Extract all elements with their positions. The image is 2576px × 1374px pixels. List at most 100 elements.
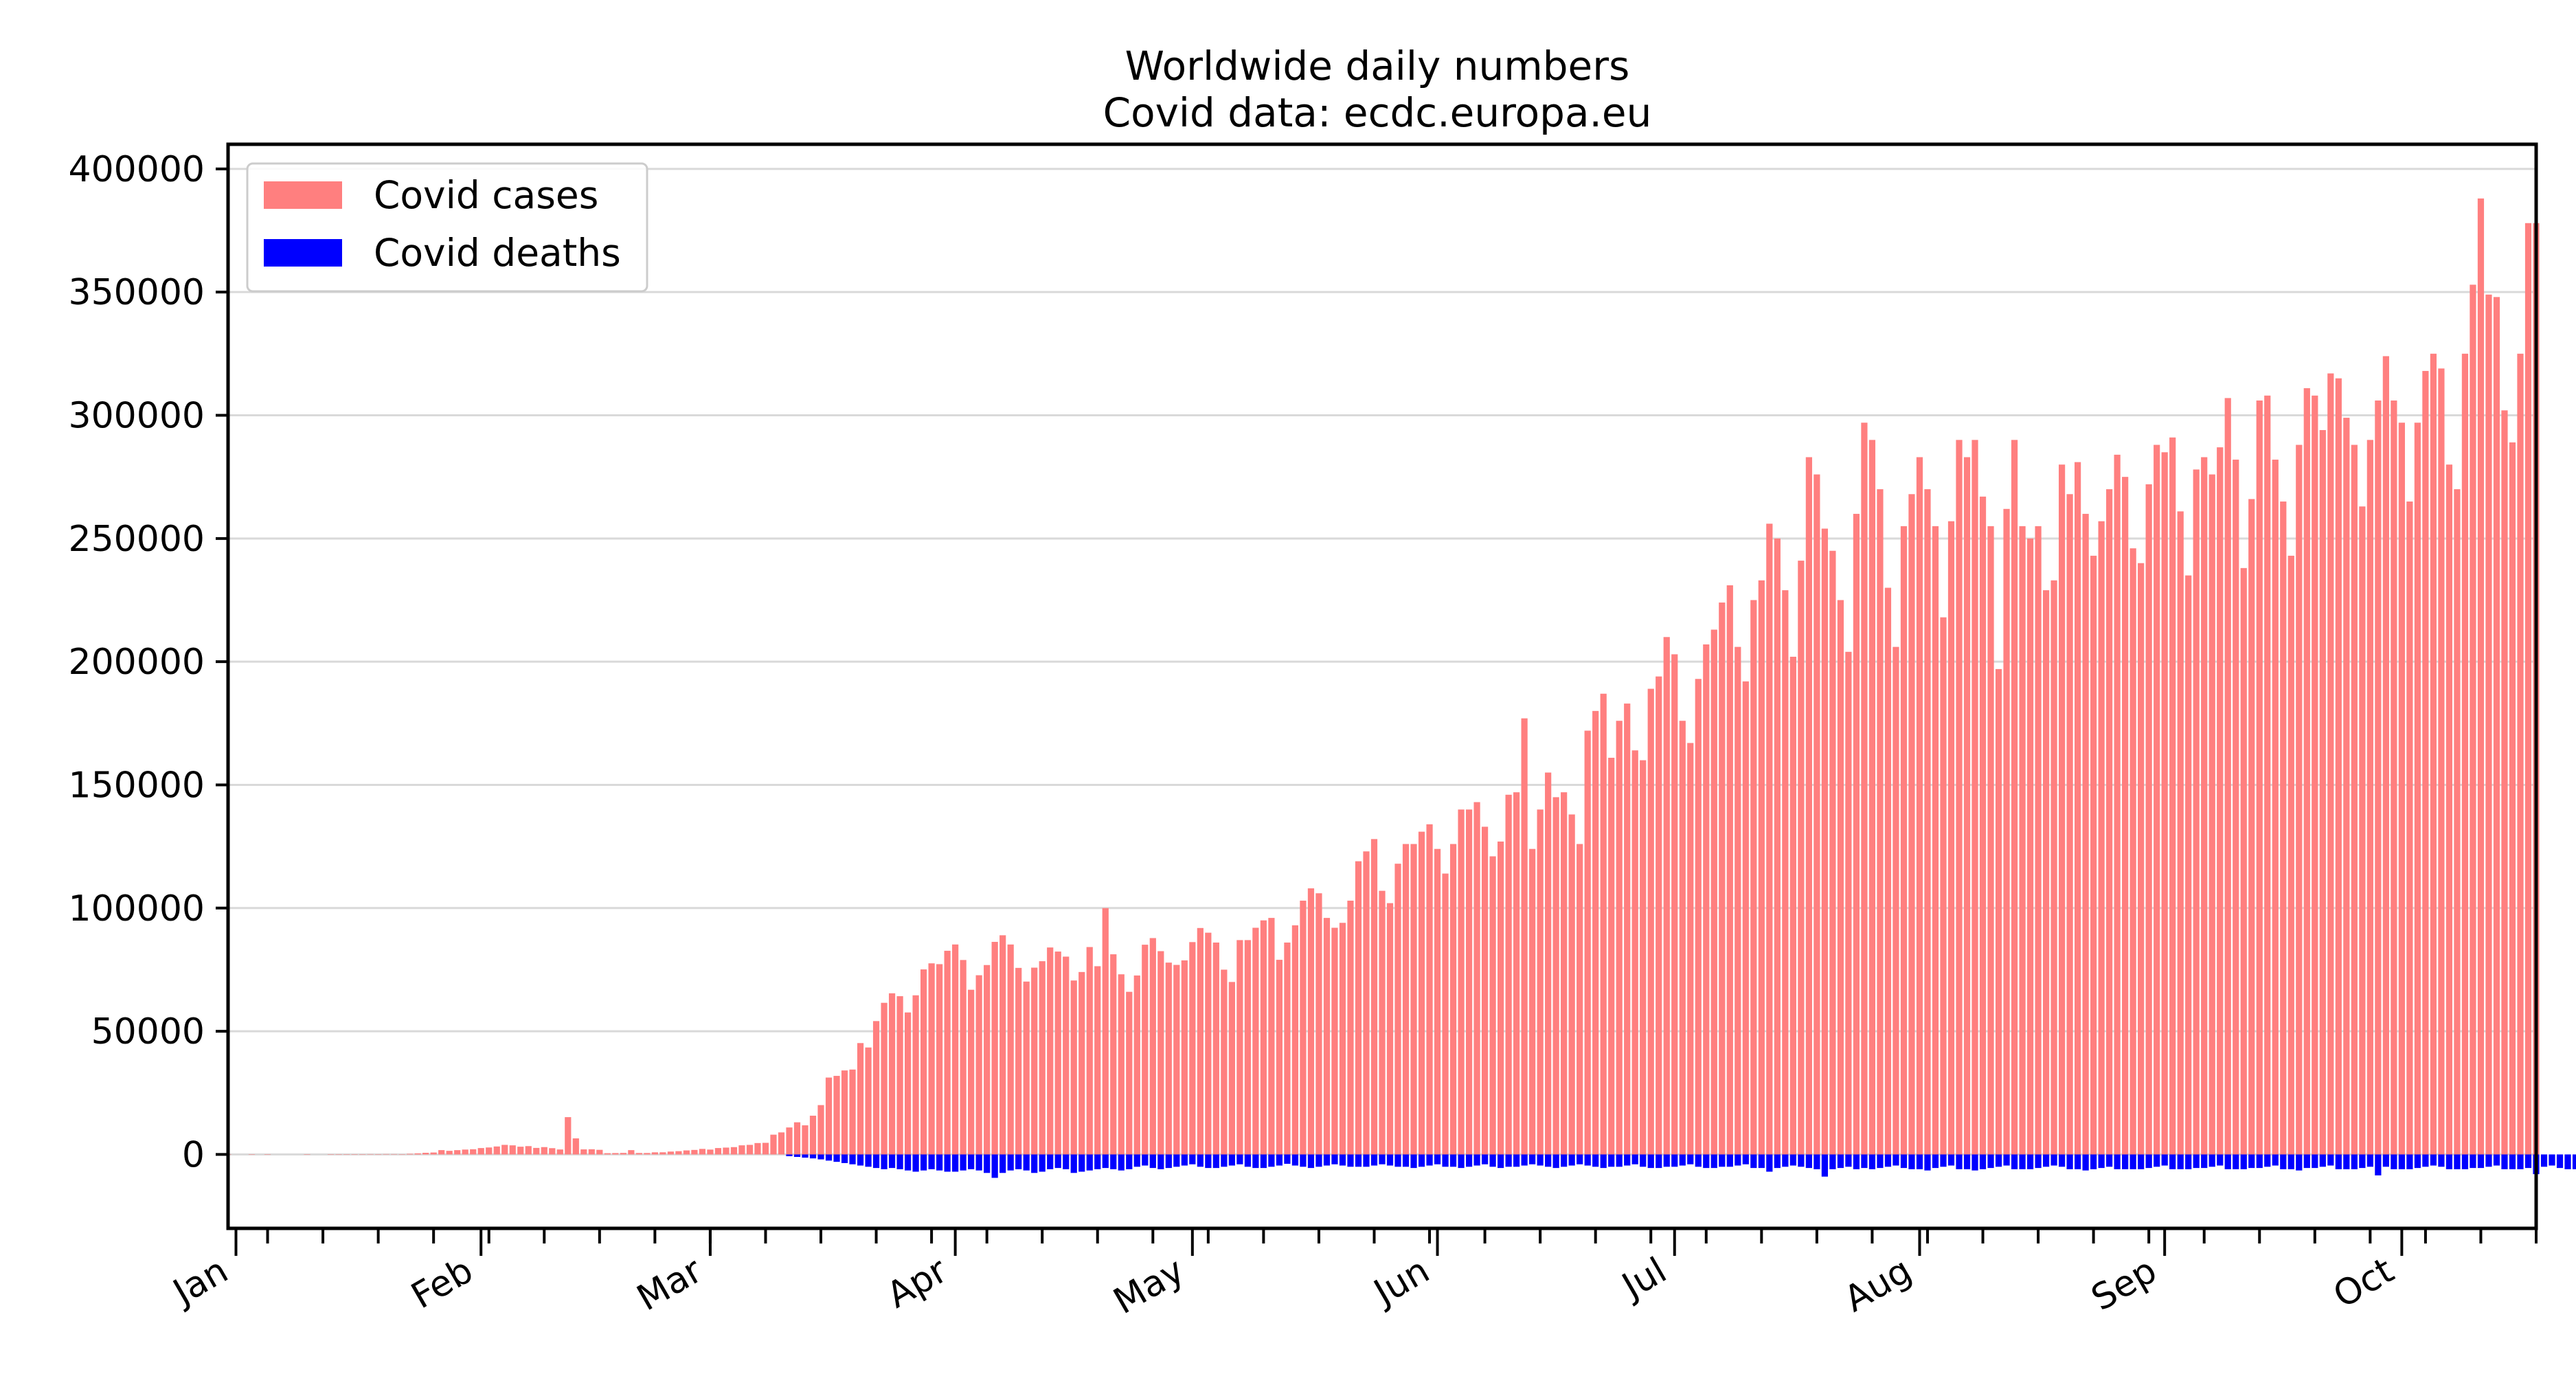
bar-cases-26 (430, 1152, 437, 1155)
bar-cases-106 (1063, 956, 1070, 1155)
bar-deaths-157 (2026, 1154, 2034, 1169)
bar-deaths-125 (1774, 1154, 1781, 1169)
bar-deaths-148 (1956, 1154, 1963, 1169)
bar-cases-97 (991, 941, 998, 1155)
bar-deaths-7 (841, 1154, 848, 1163)
bar-cases-185 (1687, 743, 1694, 1155)
bar-cases-16 (351, 1154, 358, 1155)
bar-deaths-5 (825, 1154, 833, 1161)
bar-deaths-86 (1465, 1154, 1473, 1167)
bar-deaths-65 (1300, 1154, 1307, 1167)
bar-cases-261 (2287, 555, 2294, 1155)
bar-cases-121 (1181, 960, 1188, 1155)
bar-cases-144 (1363, 851, 1370, 1155)
bar-deaths-54 (1212, 1154, 1219, 1169)
bar-cases-143 (1355, 861, 1362, 1155)
bar-cases-50 (620, 1153, 626, 1155)
bar-cases-137 (1307, 888, 1315, 1155)
bar-cases-110 (1094, 966, 1101, 1155)
bar-cases-122 (1189, 942, 1196, 1155)
bar-cases-130 (1252, 927, 1259, 1155)
bar-deaths-216 (2493, 1154, 2500, 1166)
bar-deaths-121 (1742, 1154, 1749, 1164)
bar-cases-85 (896, 996, 903, 1155)
bar-deaths-96 (1545, 1154, 1552, 1167)
bar-cases-77 (833, 1076, 840, 1155)
bar-cases-104 (1047, 947, 1054, 1155)
bar-cases-224 (1995, 668, 2002, 1155)
bar-deaths-201 (2375, 1154, 2382, 1175)
bar-cases-101 (1023, 981, 1030, 1155)
bar-cases-240 (2122, 477, 2129, 1155)
y-tick-label-4: 200000 (68, 642, 205, 683)
bar-deaths-172 (2145, 1154, 2152, 1169)
bar-cases-183 (1671, 654, 1678, 1155)
legend-label-cases: Covid cases (374, 173, 598, 217)
bar-deaths-20 (944, 1154, 951, 1172)
bar-deaths-224 (2556, 1154, 2564, 1169)
bar-cases-230 (2042, 590, 2050, 1155)
bar-deaths-9 (857, 1154, 864, 1166)
bar-deaths-22 (960, 1154, 967, 1171)
bar-deaths-84 (1449, 1154, 1457, 1167)
bar-deaths-152 (1987, 1154, 1994, 1169)
bar-cases-239 (2114, 454, 2121, 1155)
bar-deaths-78 (1402, 1154, 1410, 1167)
bar-cases-20 (383, 1153, 389, 1155)
bar-cases-228 (2026, 538, 2034, 1155)
bar-cases-160 (1489, 856, 1496, 1155)
bar-cases-221 (1971, 440, 1978, 1155)
bar-cases-210 (1884, 587, 1892, 1155)
bar-deaths-113 (1679, 1154, 1686, 1166)
bar-deaths-0 (786, 1154, 793, 1156)
bar-deaths-104 (1608, 1154, 1615, 1167)
bar-cases-266 (2327, 373, 2334, 1155)
bar-deaths-204 (2398, 1154, 2405, 1169)
bar-cases-283 (2461, 353, 2469, 1155)
bar-cases-14 (335, 1154, 342, 1155)
bar-cases-175 (1608, 758, 1615, 1155)
bar-deaths-173 (2154, 1154, 2160, 1167)
x-tick-label-oct: Oct (2327, 1250, 2401, 1316)
bar-deaths-143 (1916, 1154, 1923, 1169)
bar-cases-82 (872, 1021, 880, 1155)
bar-cases-213 (1908, 494, 1915, 1155)
bar-cases-234 (2075, 462, 2081, 1155)
bar-cases-10 (304, 1154, 310, 1155)
bar-deaths-116 (1703, 1154, 1710, 1169)
bar-cases-95 (975, 975, 982, 1155)
bar-cases-49 (612, 1153, 619, 1155)
bar-deaths-70 (1339, 1154, 1346, 1166)
bar-deaths-139 (1884, 1154, 1892, 1167)
bar-cases-151 (1418, 831, 1425, 1155)
bar-cases-158 (1473, 802, 1480, 1155)
bar-deaths-85 (1458, 1154, 1465, 1169)
bar-cases-38 (525, 1146, 532, 1155)
plot-area (225, 198, 2576, 1178)
bar-deaths-6 (833, 1154, 840, 1162)
bar-cases-277 (2414, 423, 2421, 1155)
bar-deaths-4 (817, 1154, 824, 1160)
bar-cases-223 (1987, 526, 1994, 1155)
bar-deaths-225 (2564, 1154, 2571, 1169)
bar-cases-180 (1647, 688, 1654, 1155)
bar-deaths-191 (2296, 1154, 2303, 1171)
bar-cases-211 (1893, 646, 1899, 1155)
bar-cases-135 (1291, 925, 1299, 1155)
bar-deaths-184 (2240, 1154, 2247, 1169)
bar-cases-91 (944, 950, 951, 1155)
chart-title: Worldwide daily numbers (1125, 43, 1630, 89)
bar-deaths-207 (2422, 1154, 2429, 1167)
bar-cases-39 (533, 1147, 540, 1155)
bar-deaths-15 (904, 1154, 912, 1171)
bar-cases-157 (1465, 809, 1473, 1155)
bar-cases-236 (2090, 555, 2097, 1155)
bar-cases-54 (651, 1152, 658, 1155)
bar-deaths-123 (1758, 1154, 1765, 1169)
bar-cases-195 (1766, 523, 1773, 1155)
bar-cases-134 (1284, 942, 1291, 1155)
bar-deaths-45 (1142, 1154, 1149, 1166)
bar-cases-58 (683, 1150, 690, 1155)
bar-cases-94 (968, 989, 975, 1155)
bar-cases-188 (1710, 629, 1717, 1155)
